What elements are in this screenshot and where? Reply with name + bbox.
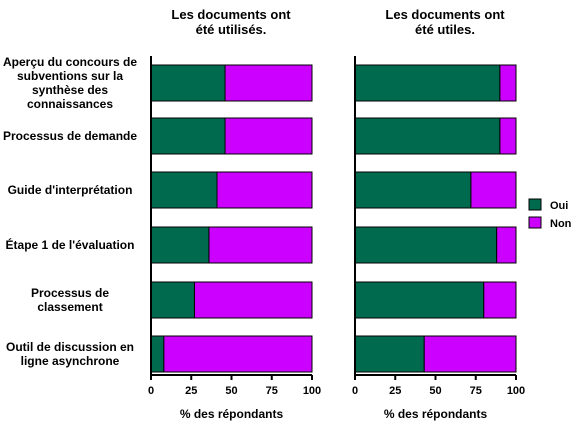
bar-non xyxy=(216,171,313,209)
bar-oui xyxy=(150,64,226,102)
x-tick-label: 100 xyxy=(303,385,321,397)
category-label: Guide d'interprétation xyxy=(8,183,133,197)
legend-swatch-oui xyxy=(528,198,542,211)
bar-non xyxy=(470,171,517,209)
bar-non xyxy=(224,117,313,155)
bar-non xyxy=(496,226,517,264)
category-label: Aperçu du concours de xyxy=(3,55,137,69)
bar-oui xyxy=(150,226,210,264)
bar-non xyxy=(483,281,517,319)
panel-title-line: été utiles. xyxy=(415,22,475,37)
x-tick-label: 50 xyxy=(225,385,237,397)
bar-non xyxy=(193,281,313,319)
legend-label-non: Non xyxy=(550,218,572,230)
bar-non xyxy=(163,335,313,373)
category-label: subventions sur la xyxy=(17,69,123,83)
category-label: Processus de xyxy=(31,286,109,300)
x-axis-label: % des répondants xyxy=(384,407,488,421)
bar-oui xyxy=(354,335,425,373)
panel-title-line: Les documents ont xyxy=(171,7,291,22)
category-label: synthèse des xyxy=(32,83,108,97)
bar-oui xyxy=(150,335,165,373)
bar-oui xyxy=(150,117,226,155)
x-tick-label: 75 xyxy=(266,385,278,397)
legend-label-oui: Oui xyxy=(550,200,568,212)
category-label: ligne asynchrone xyxy=(21,354,120,368)
panel-title-line: été utilisés. xyxy=(196,22,267,37)
bar-non xyxy=(224,64,313,102)
category-label: classement xyxy=(37,300,102,314)
x-tick-label: 0 xyxy=(352,385,358,397)
x-tick-label: 25 xyxy=(389,385,401,397)
bar-oui xyxy=(354,226,498,264)
bar-oui xyxy=(354,117,501,155)
x-axis-label: % des répondants xyxy=(180,407,284,421)
bar-oui xyxy=(150,281,195,319)
x-tick-label: 50 xyxy=(429,385,441,397)
category-label: Étape 1 de l'évaluation xyxy=(6,237,135,252)
legend-swatch-non xyxy=(528,216,542,229)
panel-title-line: Les documents ont xyxy=(385,7,505,22)
category-label: connaissances xyxy=(27,97,113,111)
bar-oui xyxy=(150,171,218,209)
legend: Oui Non xyxy=(528,198,572,230)
category-label: Outil de discussion en xyxy=(6,340,134,354)
bar-oui xyxy=(354,281,485,319)
x-tick-label: 0 xyxy=(148,385,154,397)
bar-oui xyxy=(354,64,501,102)
bar-oui xyxy=(354,171,472,209)
x-tick-label: 100 xyxy=(507,385,525,397)
bar-non xyxy=(208,226,313,264)
bar-non xyxy=(499,117,517,155)
bar-non xyxy=(423,335,517,373)
bar-non xyxy=(499,64,517,102)
category-label: Processus de demande xyxy=(3,129,137,143)
x-tick-label: 75 xyxy=(470,385,482,397)
x-tick-label: 25 xyxy=(185,385,197,397)
